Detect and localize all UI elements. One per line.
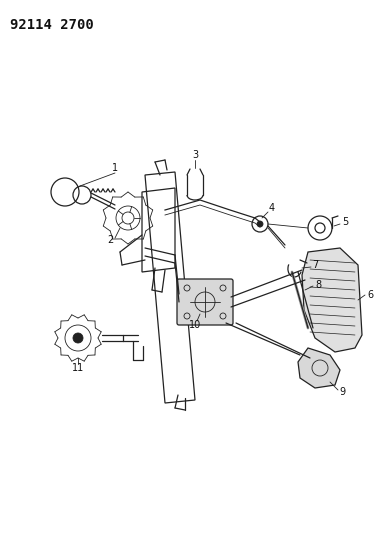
Text: 3: 3 bbox=[192, 150, 198, 160]
Text: 6: 6 bbox=[367, 290, 373, 300]
Text: 5: 5 bbox=[342, 217, 348, 227]
Circle shape bbox=[73, 333, 83, 343]
Circle shape bbox=[257, 221, 263, 227]
Text: 7: 7 bbox=[312, 260, 318, 270]
Text: 1: 1 bbox=[112, 163, 118, 173]
Text: 10: 10 bbox=[189, 320, 201, 330]
Polygon shape bbox=[302, 248, 362, 352]
Text: 4: 4 bbox=[269, 203, 275, 213]
Text: 11: 11 bbox=[72, 363, 84, 373]
Text: 8: 8 bbox=[315, 280, 321, 290]
Text: 9: 9 bbox=[339, 387, 345, 397]
FancyBboxPatch shape bbox=[177, 279, 233, 325]
Polygon shape bbox=[298, 348, 340, 388]
Text: 92114 2700: 92114 2700 bbox=[10, 18, 94, 32]
Text: 2: 2 bbox=[107, 235, 113, 245]
